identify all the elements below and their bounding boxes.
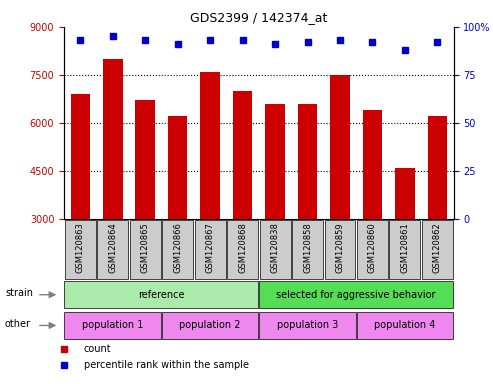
Text: GSM120864: GSM120864 — [108, 222, 117, 273]
Text: population 4: population 4 — [374, 320, 435, 331]
Text: GSM120866: GSM120866 — [173, 222, 182, 273]
Bar — [363, 110, 382, 219]
Bar — [265, 104, 285, 219]
Text: population 1: population 1 — [82, 320, 143, 331]
Text: GSM120867: GSM120867 — [206, 222, 214, 273]
Text: GSM120862: GSM120862 — [433, 222, 442, 273]
Text: count: count — [84, 344, 111, 354]
Text: population 3: population 3 — [277, 320, 338, 331]
FancyBboxPatch shape — [259, 312, 356, 339]
Bar — [298, 104, 317, 219]
Bar — [200, 72, 220, 219]
FancyBboxPatch shape — [65, 220, 96, 279]
Bar — [168, 116, 187, 219]
Bar — [136, 101, 155, 219]
Bar — [233, 91, 252, 219]
FancyBboxPatch shape — [389, 220, 421, 279]
Text: strain: strain — [5, 288, 33, 298]
Text: GSM120863: GSM120863 — [76, 222, 85, 273]
Bar — [70, 94, 90, 219]
FancyBboxPatch shape — [97, 220, 128, 279]
Text: other: other — [5, 318, 31, 329]
FancyBboxPatch shape — [162, 312, 258, 339]
FancyBboxPatch shape — [422, 220, 453, 279]
FancyBboxPatch shape — [195, 220, 226, 279]
FancyBboxPatch shape — [260, 220, 290, 279]
FancyBboxPatch shape — [292, 220, 323, 279]
Text: GSM120860: GSM120860 — [368, 222, 377, 273]
FancyBboxPatch shape — [357, 220, 388, 279]
Bar — [395, 168, 415, 219]
Bar — [330, 75, 350, 219]
Text: GSM120865: GSM120865 — [141, 222, 150, 273]
FancyBboxPatch shape — [65, 312, 161, 339]
FancyBboxPatch shape — [65, 281, 258, 308]
Bar — [103, 59, 122, 219]
FancyBboxPatch shape — [259, 281, 453, 308]
Title: GDS2399 / 142374_at: GDS2399 / 142374_at — [190, 11, 327, 24]
Text: GSM120868: GSM120868 — [238, 222, 247, 273]
Text: GSM120861: GSM120861 — [400, 222, 409, 273]
FancyBboxPatch shape — [162, 220, 193, 279]
Text: reference: reference — [138, 290, 185, 300]
Text: selected for aggressive behavior: selected for aggressive behavior — [277, 290, 436, 300]
FancyBboxPatch shape — [324, 220, 355, 279]
Bar — [427, 116, 447, 219]
Text: percentile rank within the sample: percentile rank within the sample — [84, 360, 249, 370]
Text: GSM120838: GSM120838 — [271, 222, 280, 273]
FancyBboxPatch shape — [130, 220, 161, 279]
Text: population 2: population 2 — [179, 320, 241, 331]
FancyBboxPatch shape — [356, 312, 453, 339]
FancyBboxPatch shape — [227, 220, 258, 279]
Text: GSM120858: GSM120858 — [303, 222, 312, 273]
Text: GSM120859: GSM120859 — [335, 222, 345, 273]
